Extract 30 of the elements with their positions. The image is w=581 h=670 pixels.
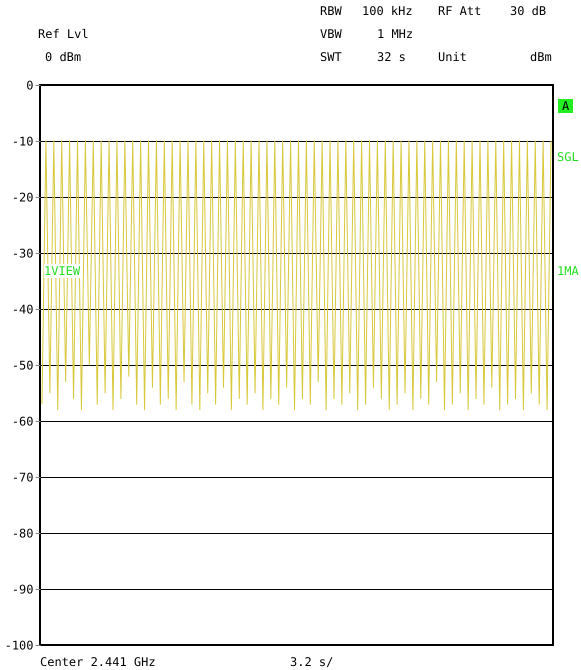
y-tick-label: -30 <box>12 246 34 260</box>
text: Unit <box>438 50 467 64</box>
y-tick-label: -10 <box>12 134 34 148</box>
text: A <box>558 99 574 113</box>
text: 32 s <box>377 50 406 64</box>
text: Center 2.441 GHz <box>40 655 156 669</box>
text: 30 dB <box>510 4 546 18</box>
text: RF Att <box>438 4 482 18</box>
text: 3.2 s/ <box>290 655 334 669</box>
y-tick-label: -70 <box>12 470 34 484</box>
y-tick-label: -40 <box>12 302 34 316</box>
line-series <box>41 140 552 410</box>
text: SGL <box>557 150 579 164</box>
y-tick-label: -80 <box>12 526 34 540</box>
text: SWT <box>320 50 342 64</box>
y-tick-label: -20 <box>12 190 34 204</box>
text: Ref Lvl <box>38 27 89 41</box>
text: dBm <box>530 50 552 64</box>
y-tick-label: -90 <box>12 582 34 596</box>
text: 1MA <box>557 264 579 278</box>
y-tick-label: -50 <box>12 358 34 372</box>
text: 0 dBm <box>45 50 82 64</box>
y-tick-label: -100 <box>4 638 34 652</box>
text: VBW <box>320 27 342 41</box>
text: 100 kHz <box>362 4 413 18</box>
y-tick-label: 0 <box>26 78 34 92</box>
text: RBW <box>320 4 342 18</box>
text: 1 MHz <box>377 27 414 41</box>
annotation: 1VIEW <box>44 264 80 278</box>
y-tick-label: -60 <box>12 414 34 428</box>
